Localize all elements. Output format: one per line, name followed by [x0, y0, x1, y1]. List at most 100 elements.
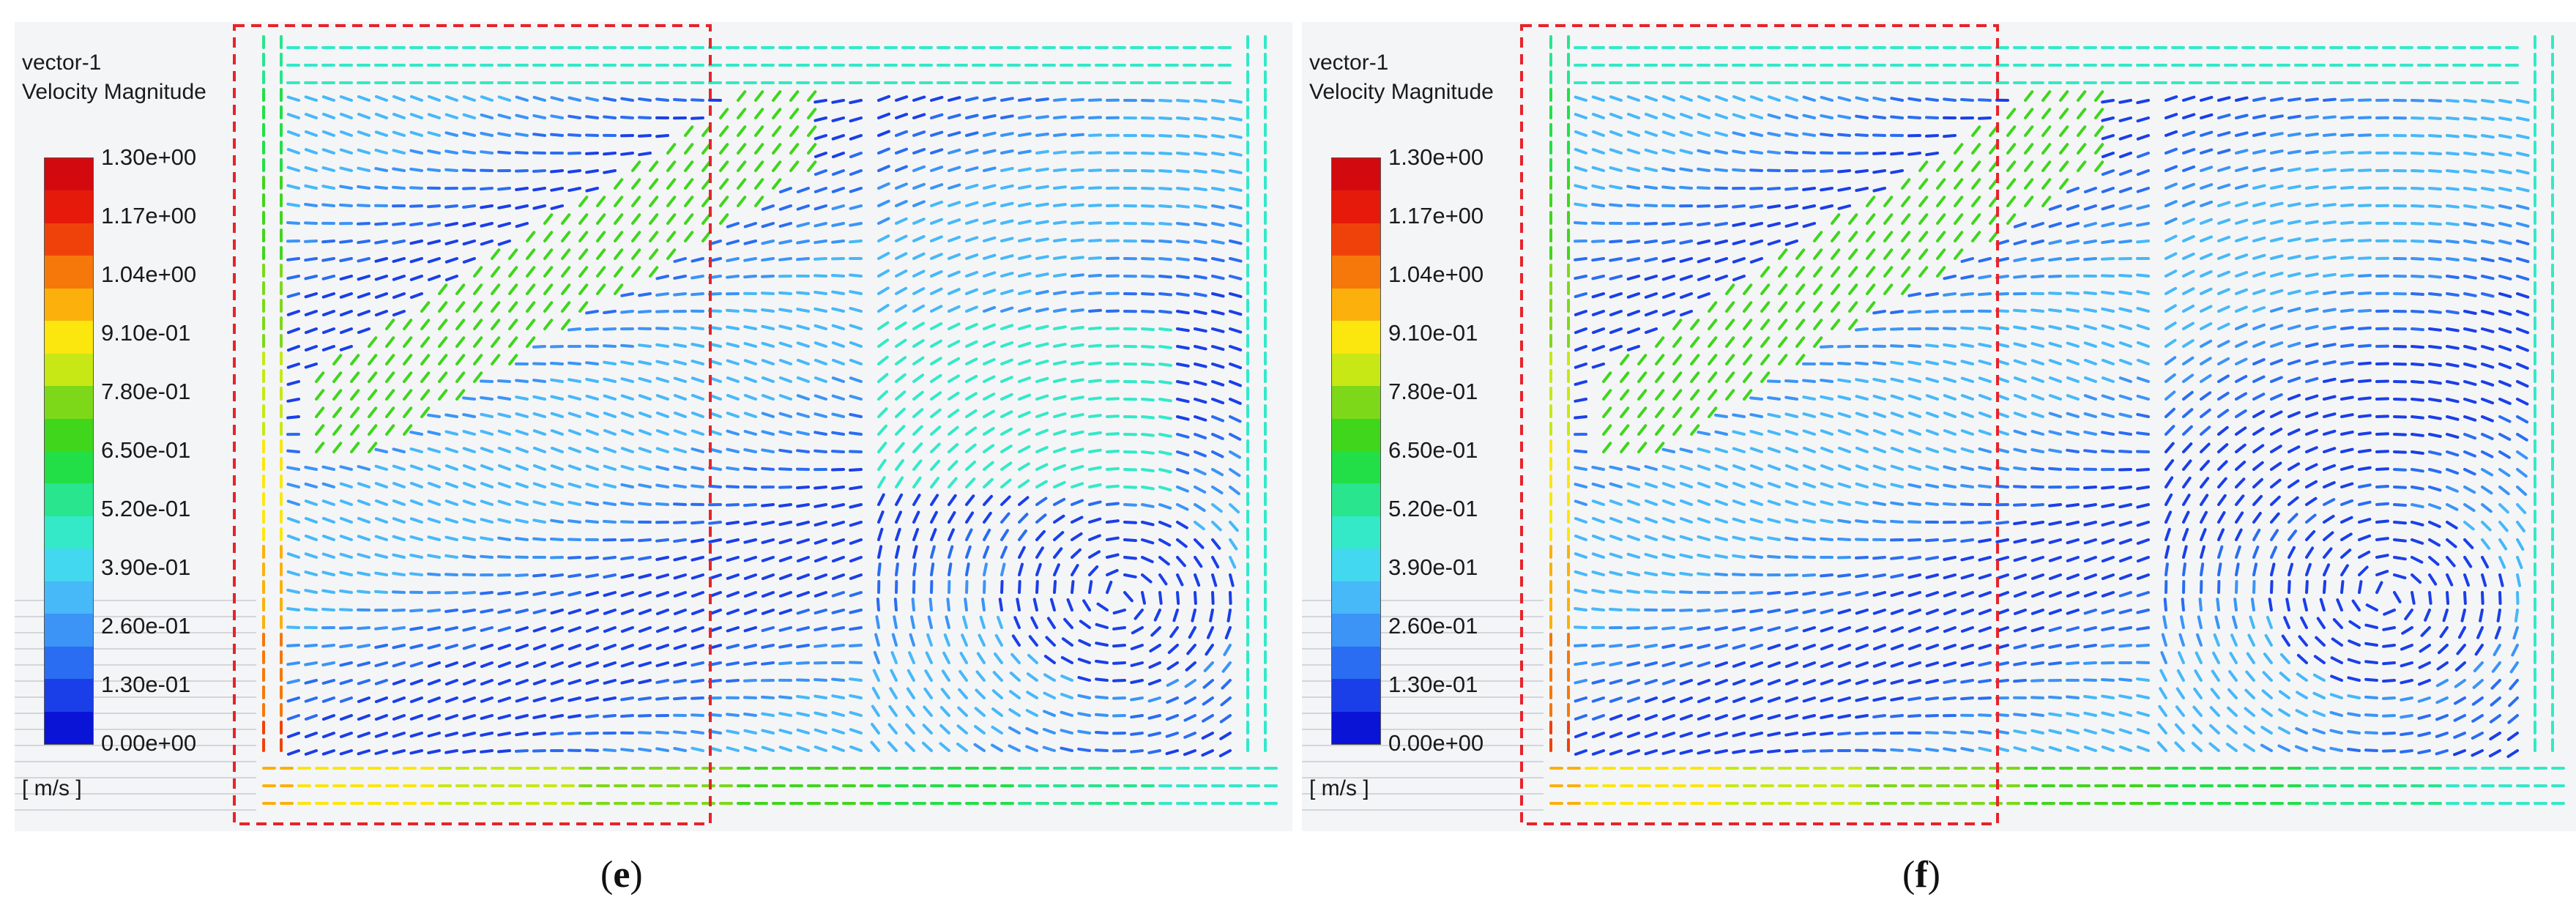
velocity-arrow	[532, 732, 546, 736]
velocity-arrow	[2024, 196, 2034, 207]
velocity-arrow	[585, 446, 599, 453]
velocity-arrow	[1011, 634, 1021, 647]
velocity-arrow	[2030, 746, 2044, 752]
velocity-arrow	[2270, 512, 2280, 524]
velocity-arrow	[877, 199, 890, 207]
velocity-arrow	[1176, 468, 1190, 475]
velocity-arrow	[2270, 184, 2284, 190]
velocity-arrow	[1088, 517, 1102, 524]
velocity-arrow	[444, 696, 458, 703]
velocity-arrow	[831, 609, 845, 614]
velocity-arrow	[1784, 412, 1798, 418]
velocity-arrow	[1609, 203, 1623, 207]
velocity-arrow	[875, 615, 880, 629]
velocity-arrow	[2164, 407, 2175, 418]
velocity-arrow	[1000, 495, 1011, 506]
velocity-arrow	[761, 573, 775, 581]
velocity-arrow	[849, 644, 863, 647]
velocity-arrow	[1071, 413, 1084, 418]
velocity-arrow	[614, 213, 624, 225]
velocity-arrow	[1679, 517, 1693, 524]
velocity-arrow	[1141, 204, 1155, 208]
velocity-arrow	[2463, 486, 2476, 494]
velocity-vectors	[1549, 35, 2565, 805]
velocity-arrow	[912, 356, 925, 365]
velocity-arrow	[315, 389, 325, 401]
velocity-arrow	[655, 275, 669, 280]
velocity-arrow	[638, 679, 652, 685]
velocity-arrow	[1053, 514, 1065, 524]
velocity-arrow	[2471, 732, 2484, 740]
velocity-arrow	[2243, 743, 2255, 752]
velocity-arrow	[2252, 341, 2266, 348]
velocity-arrow	[2498, 591, 2502, 605]
velocity-arrow	[620, 661, 634, 668]
velocity-arrow	[304, 130, 318, 137]
velocity-arrow	[1194, 116, 1207, 121]
velocity-arrow	[2200, 200, 2214, 207]
velocity-arrow	[2358, 580, 2363, 594]
velocity-arrow	[2446, 169, 2460, 174]
velocity-arrow	[1130, 732, 1144, 736]
velocity-arrow	[2287, 149, 2301, 155]
velocity-arrow	[339, 696, 353, 703]
velocity-arrow	[719, 108, 729, 119]
velocity-arrow	[526, 283, 536, 295]
velocity-arrow	[976, 652, 986, 664]
velocity-arrow	[2235, 528, 2243, 541]
velocity-arrow	[1872, 609, 1886, 615]
velocity-arrow	[1626, 696, 1640, 703]
velocity-arrow	[761, 538, 775, 544]
velocity-arrow	[1176, 257, 1190, 261]
velocity-arrow	[2164, 113, 2178, 119]
velocity-arrow	[1661, 626, 1675, 631]
velocity-arrow	[2178, 651, 2185, 664]
velocity-arrow	[761, 275, 775, 278]
velocity-arrow	[1095, 748, 1109, 752]
velocity-arrow	[2270, 341, 2284, 348]
velocity-arrow	[1620, 442, 1630, 453]
velocity-arrow	[877, 269, 890, 278]
velocity-arrow	[895, 545, 901, 559]
velocity-arrow	[368, 371, 378, 383]
velocity-arrow	[912, 269, 926, 278]
velocity-arrow	[567, 152, 581, 155]
velocity-arrow	[286, 449, 300, 453]
velocity-arrow	[2235, 511, 2244, 524]
velocity-arrow	[1167, 644, 1179, 654]
velocity-arrow	[1194, 275, 1207, 280]
velocity-arrow	[2305, 497, 2318, 506]
velocity-arrow	[743, 679, 757, 683]
velocity-vector-field	[15, 24, 1278, 825]
velocity-arrow	[1158, 556, 1170, 566]
velocity-arrow	[2083, 573, 2097, 581]
velocity-arrow	[515, 204, 529, 210]
velocity-arrow	[2283, 616, 2290, 629]
velocity-arrow	[532, 187, 546, 192]
velocity-arrow	[814, 609, 827, 615]
velocity-arrow	[2101, 324, 2115, 330]
velocity-arrow	[1176, 503, 1189, 511]
velocity-arrow	[2030, 222, 2044, 228]
velocity-arrow	[2279, 653, 2290, 664]
velocity-arrow	[515, 732, 529, 737]
velocity-arrow	[1644, 130, 1658, 137]
velocity-arrow	[1655, 424, 1665, 436]
velocity-arrow	[304, 184, 318, 190]
velocity-arrow	[462, 626, 476, 632]
velocity-arrow	[655, 644, 669, 650]
velocity-arrow	[1679, 257, 1693, 263]
velocity-arrow	[1725, 389, 1735, 401]
velocity-arrow	[1088, 291, 1102, 295]
velocity-arrow	[789, 90, 800, 102]
velocity-arrow	[1813, 266, 1823, 278]
velocity-arrow	[2101, 728, 2115, 735]
velocity-arrow	[2358, 239, 2372, 242]
velocity-arrow	[2494, 626, 2501, 640]
velocity-arrow	[2382, 696, 2396, 700]
velocity-arrow	[1925, 360, 1939, 365]
velocity-arrow	[1697, 644, 1710, 650]
velocity-arrow	[403, 371, 413, 383]
velocity-arrow	[2235, 545, 2241, 559]
velocity-arrow	[2305, 115, 2319, 119]
